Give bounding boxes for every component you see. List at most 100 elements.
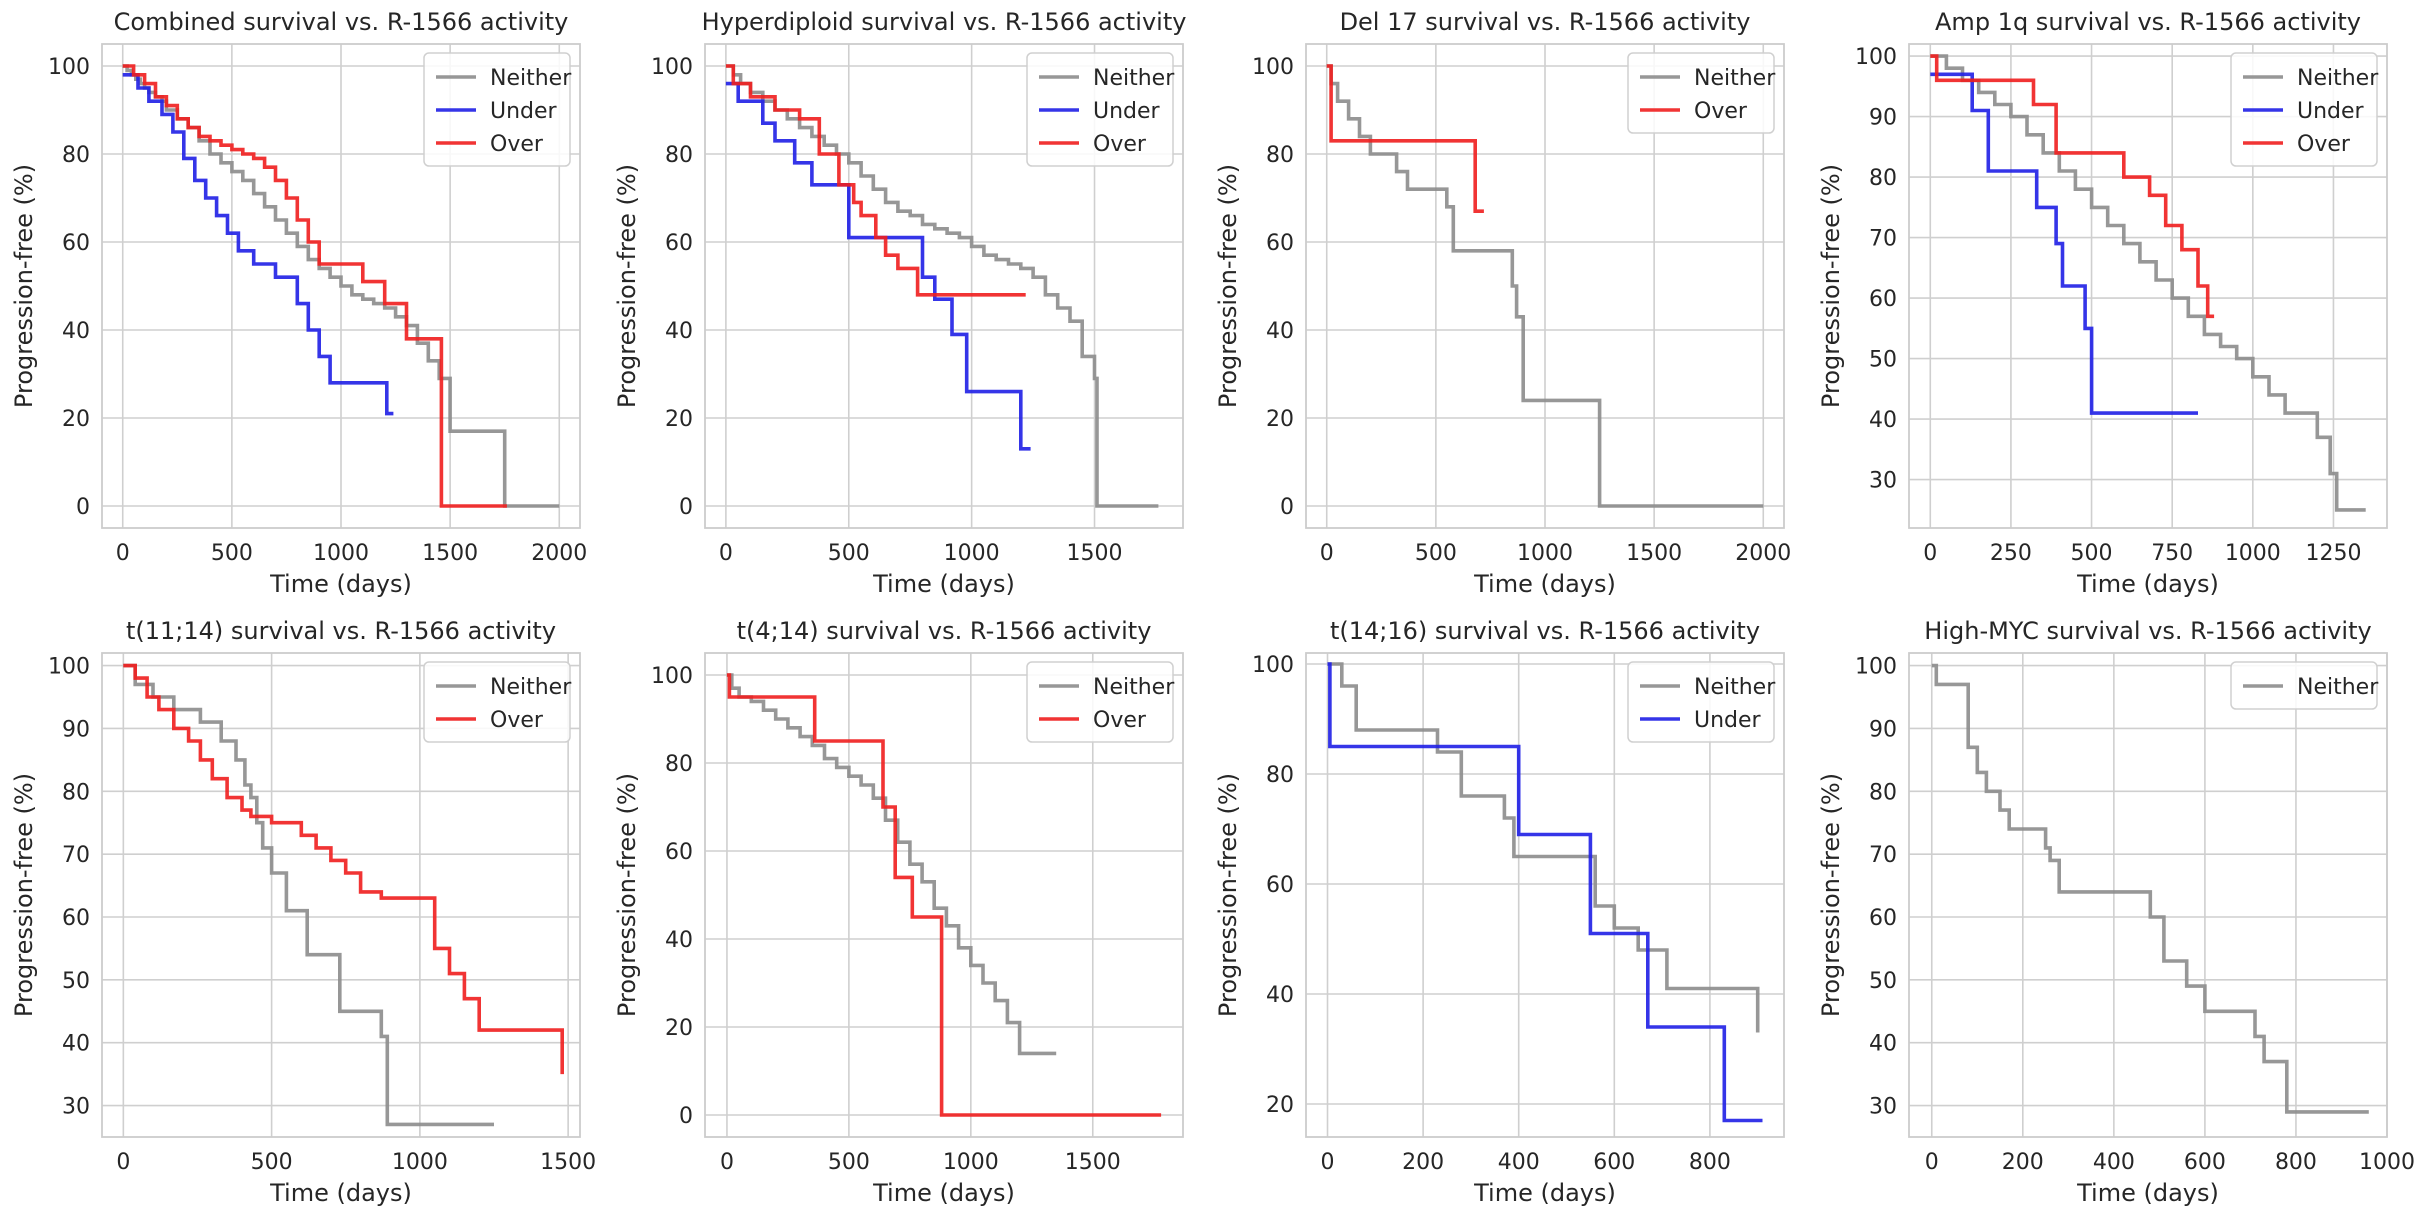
- x-tick-label: 1500: [1626, 541, 1682, 566]
- legend-label-over: Over: [1093, 132, 1147, 157]
- y-tick-label: 80: [62, 143, 90, 168]
- chart-title: Amp 1q survival vs. R-1566 activity: [1935, 8, 2361, 36]
- legend-label-neither: Neither: [2297, 66, 2379, 91]
- legend-label-over: Over: [490, 708, 544, 733]
- chart-panel-6: 0 500 1000 1500 0 20 40 60 80 100 t(4;14) survival…: [613, 617, 1184, 1207]
- x-tick-label: 1500: [422, 541, 478, 566]
- series-line-neither: [1931, 663, 2369, 1114]
- x-axis-label: Time (days): [269, 1179, 412, 1207]
- x-tick-label: 400: [1498, 1150, 1540, 1175]
- x-tick-label: 1500: [1065, 1150, 1121, 1175]
- y-tick-label: 70: [1869, 227, 1897, 252]
- x-tick-label: 2000: [531, 541, 587, 566]
- legend-label-under: Under: [490, 99, 558, 124]
- y-tick-label: 30: [1869, 469, 1897, 494]
- legend-label-over: Over: [1694, 99, 1748, 124]
- series-line-over: [725, 64, 1026, 297]
- legend: Neither Under Over: [2230, 52, 2379, 167]
- x-tick-label: 1000: [313, 541, 369, 566]
- x-tick-label: 2000: [1735, 541, 1791, 566]
- legend-box: [1026, 661, 1174, 743]
- chart-panel-8: 0 200 400 600 800 1000 30 40 50 60 70 80 90 100 High-M…: [1817, 617, 2415, 1207]
- legend-box: [2230, 661, 2378, 710]
- chart-title: t(4;14) survival vs. R-1566 activity: [737, 617, 1152, 645]
- y-tick-label: 100: [1252, 55, 1294, 80]
- y-tick-label: 60: [62, 906, 90, 931]
- legend-label-under: Under: [2297, 99, 2365, 124]
- series-line-neither: [1327, 662, 1760, 1033]
- chart-title: Del 17 survival vs. R-1566 activity: [1340, 8, 1751, 36]
- y-tick-label: 100: [1855, 655, 1897, 680]
- series-line-under: [725, 81, 1031, 451]
- x-tick-label: 200: [2002, 1150, 2044, 1175]
- x-tick-label: 1500: [540, 1150, 596, 1175]
- y-axis-label: Progression-free (%): [613, 773, 641, 1017]
- series-line-over: [726, 673, 1162, 1117]
- legend-label-neither: Neither: [1694, 66, 1776, 91]
- x-tick-label: 0: [720, 1150, 734, 1175]
- series-line-over: [122, 64, 507, 508]
- y-tick-label: 50: [1869, 348, 1897, 373]
- y-tick-label: 60: [1266, 873, 1294, 898]
- y-tick-label: 100: [651, 664, 693, 689]
- plot-frame: [101, 43, 581, 529]
- plot-frame: [1908, 652, 2388, 1138]
- y-tick-label: 40: [62, 1032, 90, 1057]
- legend: Neither: [2230, 661, 2379, 710]
- series-line-under: [1327, 662, 1763, 1123]
- y-tick-label: 20: [665, 1016, 693, 1041]
- y-tick-label: 80: [62, 780, 90, 805]
- plot-frame: [1908, 43, 2388, 529]
- y-tick-label: 40: [665, 319, 693, 344]
- x-axis-label: Time (days): [872, 570, 1015, 598]
- x-tick-label: 1000: [2359, 1150, 2415, 1175]
- legend-label-neither: Neither: [1093, 675, 1175, 700]
- series-line-neither: [123, 663, 494, 1127]
- x-tick-label: 1000: [392, 1150, 448, 1175]
- x-tick-label: 0: [1923, 541, 1937, 566]
- y-axis-label: Progression-free (%): [1214, 773, 1242, 1017]
- legend-box: [423, 52, 571, 167]
- plot-frame: [704, 652, 1184, 1138]
- y-tick-label: 20: [1266, 407, 1294, 432]
- x-tick-label: 500: [2071, 541, 2113, 566]
- x-axis-label: Time (days): [269, 570, 412, 598]
- chart-title: High-MYC survival vs. R-1566 activity: [1924, 617, 2371, 645]
- series-line-over: [123, 663, 564, 1075]
- chart-panel-7: 0 200 400 600 800 20 40 60 80 100 t(14;16) surviva…: [1214, 617, 1785, 1207]
- series-line-under: [122, 73, 394, 416]
- y-tick-label: 80: [1869, 166, 1897, 191]
- x-tick-label: 0: [1321, 1150, 1335, 1175]
- x-tick-label: 600: [1593, 1150, 1635, 1175]
- plot-frame: [101, 652, 581, 1138]
- y-axis-label: Progression-free (%): [1214, 164, 1242, 408]
- y-axis-label: Progression-free (%): [613, 164, 641, 408]
- legend: Neither Under Over: [423, 52, 572, 167]
- grid-lines: [705, 653, 1183, 1137]
- y-tick-label: 80: [1266, 143, 1294, 168]
- y-tick-label: 40: [1266, 319, 1294, 344]
- y-tick-label: 80: [665, 752, 693, 777]
- x-axis-label: Time (days): [2076, 570, 2219, 598]
- x-axis-label: Time (days): [1473, 570, 1616, 598]
- legend-label-under: Under: [1093, 99, 1161, 124]
- y-tick-label: 50: [1869, 969, 1897, 994]
- grid-lines: [1909, 653, 2388, 1137]
- y-tick-label: 20: [62, 407, 90, 432]
- chart-title: Combined survival vs. R-1566 activity: [114, 8, 569, 36]
- legend-box: [423, 661, 571, 743]
- plot-frame: [704, 43, 1184, 529]
- y-tick-label: 100: [1855, 45, 1897, 70]
- x-axis-label: Time (days): [1473, 1179, 1616, 1207]
- x-tick-label: 0: [719, 541, 733, 566]
- legend: Neither Under Over: [1026, 52, 1175, 167]
- legend-box: [1627, 52, 1775, 134]
- x-tick-label: 500: [1415, 541, 1457, 566]
- y-tick-label: 20: [1266, 1093, 1294, 1118]
- series-line-neither: [1930, 54, 2366, 512]
- y-axis-label: Progression-free (%): [1817, 773, 1845, 1017]
- y-tick-label: 60: [665, 840, 693, 865]
- x-tick-label: 600: [2184, 1150, 2226, 1175]
- x-tick-label: 400: [2093, 1150, 2135, 1175]
- legend: Neither Over: [1627, 52, 1776, 134]
